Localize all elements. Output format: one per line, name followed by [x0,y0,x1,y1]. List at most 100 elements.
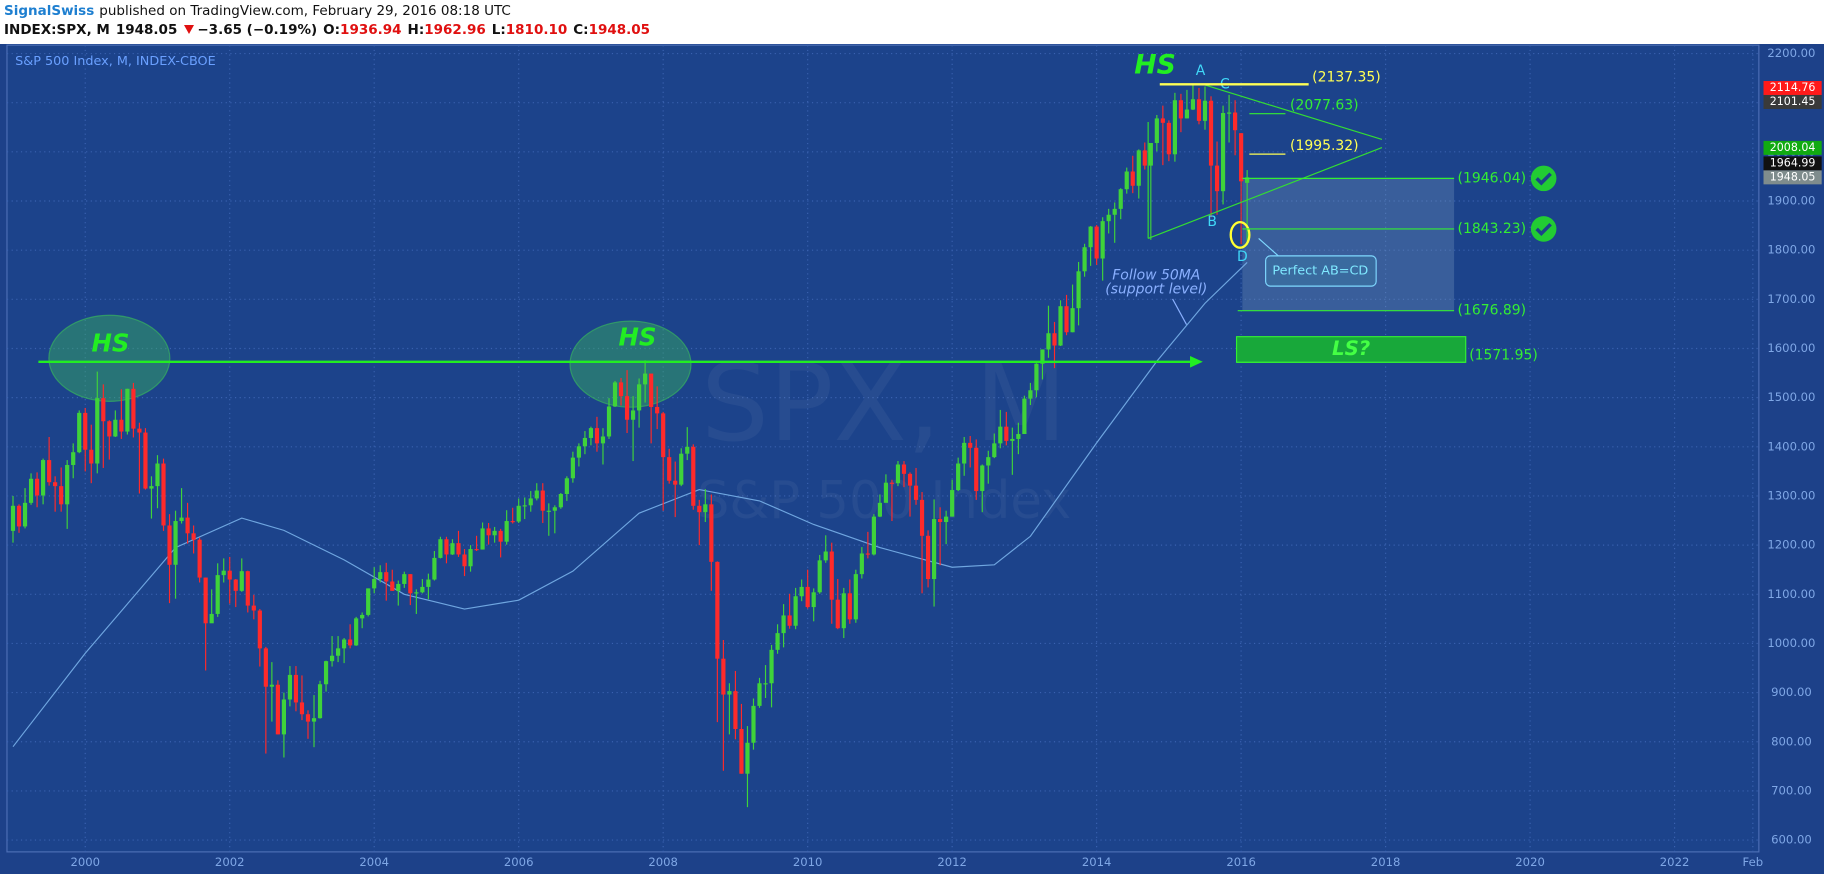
candle-body [402,574,407,584]
candle-body [468,549,473,567]
candle-body [209,613,214,624]
candle-body [1239,133,1244,182]
x-tick-label: 2012 [937,855,967,869]
candle-body [721,658,726,695]
ohlc-label: C: [573,22,589,38]
symbol: INDEX:SPX, M [4,22,110,38]
candle-body [1142,150,1147,166]
candle-body [697,505,702,513]
x-tick-label: 2000 [70,855,100,869]
candle-body [919,499,925,536]
candle-body [215,575,220,614]
candle-body [1190,99,1196,110]
candle-body [691,446,696,506]
candle-body [1202,100,1208,121]
candle-body [1184,109,1190,119]
price-tag-label: 2114.76 [1770,81,1816,94]
candle-body [492,530,497,536]
candle-body [89,449,94,464]
candle-body [895,464,901,484]
candle-body [257,610,262,649]
note: Follow 50MA [1112,268,1200,284]
candle-body [883,482,889,503]
candle-body [871,516,876,555]
candle-body [624,396,630,420]
candle-body [787,615,792,626]
ohlc-label: H: [407,22,425,38]
candle-body [1208,100,1214,166]
x-tick-label: 2018 [1371,855,1401,869]
candle-body [161,463,166,526]
neckline-arrow [1190,355,1203,368]
candle-body [101,398,106,422]
candle-body [59,486,64,505]
ohlc-value: 1936.94 [340,22,402,38]
candle-body [173,521,178,565]
candle-body [1106,214,1111,222]
candle-body [1136,150,1141,186]
candle-body [709,504,714,562]
price-tag [1763,156,1822,171]
hs-label: HS [92,328,130,357]
price-tag-label: 2101.45 [1770,95,1816,108]
candle-body [570,457,575,479]
candle-body [950,490,955,517]
candle-body [396,583,401,591]
candle-body [618,382,624,397]
candle-body [1166,122,1171,155]
x-tick-label: 2008 [648,855,678,869]
x-tick-label: 2022 [1660,855,1690,869]
candle-body [1058,306,1063,346]
ohlc: O:1936.94 H:1962.96 L:1810.10 C:1948.05 [317,22,650,38]
candle-body [137,428,142,433]
candle-body [498,530,503,542]
candle-body [901,464,907,474]
y-tick-label: 2200.00 [1767,46,1815,60]
candle-body [245,571,250,606]
candle-body [287,674,293,700]
candle-body [1214,165,1220,192]
candle-body [281,699,287,735]
candle-body [34,478,40,496]
candle-body [685,446,690,454]
candle-body [673,480,678,485]
target-zone [1242,178,1455,311]
candle-body [1160,118,1165,123]
candle-body [305,714,311,722]
candle-body [877,502,883,517]
candle-body [649,373,654,407]
author[interactable]: SignalSwiss [4,3,95,19]
candle-body [203,577,208,624]
candle-body [558,493,563,508]
candle-body [474,549,479,551]
candle-body [1094,226,1099,259]
ohlc-value: 1962.96 [424,22,486,38]
candle-body [414,592,419,594]
check-mark [1535,172,1552,186]
candle-body [757,683,762,706]
candle-body [1040,349,1045,364]
candle-body [793,596,798,626]
candle-body [751,705,756,743]
candle-body [1052,333,1057,346]
published: published on TradingView.com, February 2… [99,3,511,19]
candle-body [1028,390,1033,399]
candle-body [829,551,834,600]
y-tick-label: 600.00 [1771,833,1812,847]
candle-body [1118,189,1123,209]
trend-line [1203,84,1383,141]
candle-body [354,618,359,646]
chart: 600.00 700.00 800.00 900.00 1000.00 1100.00 12… [0,44,1824,874]
candle-body [1148,142,1153,166]
candle-body [269,684,274,687]
x-tick-label: Feb [1743,855,1764,869]
y-tick-label: 800.00 [1771,734,1812,748]
ma-line [12,262,1248,748]
candle-body [889,482,895,484]
candle-body [329,655,335,662]
candle-body [47,460,52,483]
candle-body [16,505,22,527]
candle-body [227,570,232,580]
candle-body [853,574,858,620]
candle-body [582,437,588,447]
